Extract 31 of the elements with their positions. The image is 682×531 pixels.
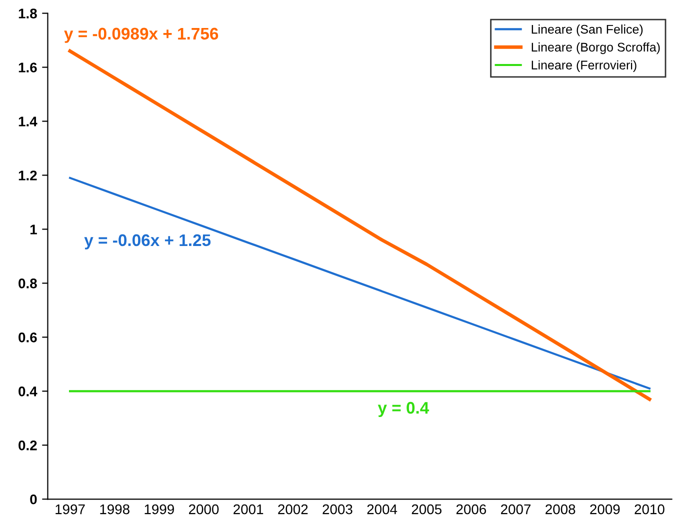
x-tick-label: 1997 — [56, 504, 85, 514]
line-series — [68, 176, 651, 390]
x-tick-label: 2000 — [189, 504, 219, 514]
x-tick-label: 1998 — [100, 504, 130, 514]
y-tick-label: 1.4 — [18, 116, 38, 126]
y-tick-label: 0.2 — [18, 440, 37, 450]
x-tick-label: 2001 — [234, 504, 264, 514]
x-tick-label: 1999 — [144, 504, 174, 514]
y-tick-label: 0.6 — [18, 332, 37, 342]
annotation: y = -0.06x + 1.25 — [84, 234, 211, 250]
x-tick-label: 2003 — [322, 504, 352, 514]
x-tick-label: 2009 — [590, 504, 620, 514]
y-tick-label: 0.8 — [18, 278, 37, 288]
legend-label: Lineare (Borgo Scroffa) — [532, 42, 660, 54]
x-tick-label: 2002 — [278, 504, 308, 514]
y-tick-label: 1.6 — [18, 62, 37, 72]
y-tick-label: 0 — [30, 494, 37, 504]
x-tick-label: 2008 — [546, 504, 576, 514]
annotation: y = -0.0989x + 1.756 — [64, 28, 218, 43]
y-tick-label: 1.2 — [18, 170, 37, 180]
x-tick-label: 2010 — [634, 504, 664, 514]
x-tick-label: 2006 — [456, 504, 486, 514]
x-tick-label: 2007 — [501, 504, 531, 514]
x-tick-label: 2005 — [412, 504, 442, 514]
x-tick-label: 2004 — [367, 504, 398, 514]
annotation: y = 0.4 — [378, 402, 430, 418]
y-tick-label: 1.8 — [18, 8, 37, 18]
legend-label: Lineare (San Felice) — [532, 24, 643, 36]
y-tick-label: 0.4 — [18, 386, 38, 396]
y-tick-label: 1 — [30, 224, 37, 234]
legend-label: Lineare (Ferrovieri) — [532, 60, 636, 72]
